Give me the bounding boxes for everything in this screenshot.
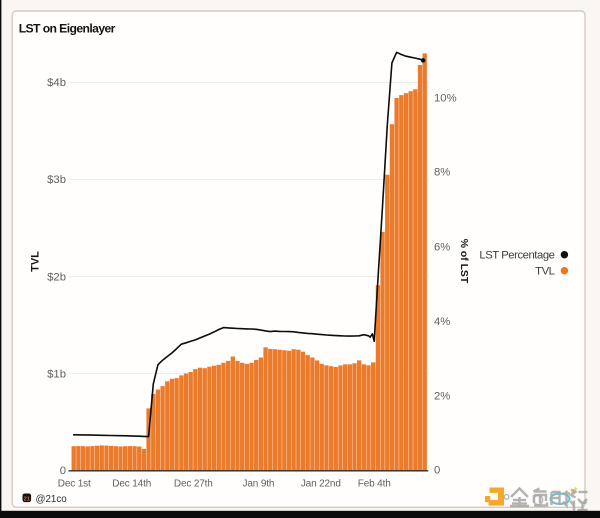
- svg-text:Jan 9th: Jan 9th: [243, 478, 275, 489]
- svg-text:Dec 14th: Dec 14th: [112, 478, 151, 489]
- svg-text:21: 21: [24, 496, 30, 502]
- svg-text:$3b: $3b: [47, 174, 66, 186]
- svg-text:TVL: TVL: [535, 266, 555, 278]
- svg-text:Jan 22nd: Jan 22nd: [301, 478, 341, 489]
- svg-text:6%: 6%: [434, 242, 450, 254]
- svg-text:8%: 8%: [434, 167, 450, 179]
- svg-text:0: 0: [60, 465, 66, 477]
- svg-text:10%: 10%: [434, 93, 457, 105]
- svg-text:2%: 2%: [434, 391, 450, 403]
- svg-text:0: 0: [434, 465, 440, 477]
- svg-text:@21co: @21co: [36, 494, 68, 505]
- svg-text:$4b: $4b: [47, 77, 66, 89]
- svg-text:LST on Eigenlayer: LST on Eigenlayer: [19, 22, 116, 36]
- svg-text:% of LST: % of LST: [458, 239, 469, 284]
- svg-text:$2b: $2b: [47, 272, 66, 284]
- svg-text:LST Percentage: LST Percentage: [479, 250, 554, 262]
- svg-text:$1b: $1b: [47, 369, 66, 381]
- svg-text:Dec 1st: Dec 1st: [58, 478, 91, 489]
- svg-text:TVL: TVL: [30, 251, 42, 272]
- svg-text:4%: 4%: [434, 316, 450, 328]
- svg-text:Feb 4th: Feb 4th: [358, 478, 391, 489]
- svg-text:Dec 27th: Dec 27th: [174, 478, 213, 489]
